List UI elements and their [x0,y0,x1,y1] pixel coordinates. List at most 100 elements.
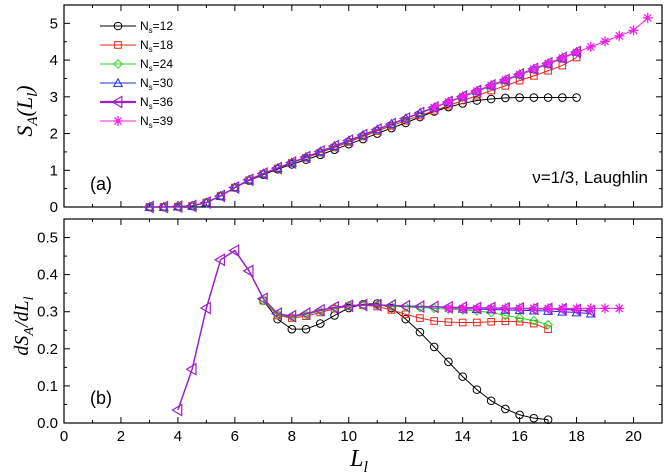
series-line [434,17,649,108]
data-point [228,243,240,258]
data-point [572,93,581,102]
series-ns36 [142,45,582,214]
series-line [149,51,577,208]
plot-frame [63,4,663,208]
y-axis-title-part: l [25,93,41,97]
data-point [171,403,183,417]
legend-label: Ns=30 [140,76,173,92]
data-point [543,58,554,69]
y-tick-label: 0.2 [37,341,58,358]
data-point [242,173,254,187]
data-point [455,301,468,315]
data-point [443,96,454,107]
y-axis-title-part: A [25,116,41,127]
x-tick-label: 10 [340,428,357,445]
data-point [514,313,525,323]
data-point [185,362,197,376]
data-point [356,128,368,142]
x-tick-label: 14 [454,428,471,445]
y-axis-title: dSA/dLl [11,296,37,355]
data-point [528,315,539,326]
series-line [262,300,549,330]
legend-marker [114,41,122,49]
data-point [555,302,567,316]
data-point [501,93,510,103]
data-point [571,303,582,314]
data-point [486,94,496,104]
x-tick-label: 12 [397,428,414,445]
legend-label-part: N [140,76,149,90]
legend-label: Ns=39 [140,114,173,130]
data-point [543,415,553,424]
data-point [156,200,169,214]
x-tick-label: 8 [288,428,296,445]
x-axis-title-part: L [349,446,363,472]
data-point [399,111,411,126]
x-tick-label: 6 [231,428,239,445]
y-tick-label: 1 [50,162,58,179]
legend-marker [112,77,124,87]
data-point [427,300,439,314]
data-point [500,303,511,314]
legend-label-part: =18 [153,38,174,52]
data-point [142,200,154,214]
y-axis-title-part: (L [12,97,37,117]
data-point [313,303,325,317]
data-point [500,74,511,85]
legend-label-part: s [149,64,153,73]
data-point [458,318,467,327]
data-point [299,150,311,164]
data-point [486,396,496,406]
data-point [213,253,226,267]
data-point [285,309,297,323]
x-axis-title-part: l [363,459,368,476]
panel-label: (a) [90,174,112,194]
legend-label-part: s [149,121,153,130]
data-point [171,200,183,214]
data-point [327,300,339,314]
data-point [185,199,197,213]
data-point [256,167,268,181]
data-point [443,303,454,314]
y-tick-label: 2 [50,126,58,143]
y-axis-title: SA(Ll) [12,85,41,136]
y-tick-label: 0.0 [37,415,58,432]
x-tick-label: 20 [625,428,642,445]
y-tick-label: 0.4 [37,267,58,284]
series-ns30 [144,46,582,211]
y-axis-title-part: /dL [11,300,33,328]
series-line [262,300,549,421]
data-point [444,318,453,326]
data-point [457,91,468,102]
data-point [514,303,525,314]
data-point [384,117,396,131]
data-point [313,144,325,159]
legend-label-part: =30 [153,76,174,90]
legend-label-part: s [149,26,153,35]
y-axis-title-part: l [22,296,37,300]
data-point [342,299,354,313]
legend-label-part: N [140,114,149,128]
legend-label-part: N [140,38,149,52]
legend-marker [113,116,123,126]
data-point [370,298,382,312]
data-point [543,93,553,102]
data-point [514,69,525,80]
chart-panel-b: 0 2 4 6 8 10 12 14 16 18 20 0.0 0.1 0.2 0.3 0.4 0.5 (b) dS… [11,218,663,476]
data-point [413,106,425,120]
y-tick-label: 0.1 [37,378,58,395]
data-point [614,303,625,314]
series-line [149,51,577,208]
data-point [228,180,240,195]
data-point [558,93,567,102]
legend-marker [111,95,123,109]
legend-label-part: N [140,19,149,33]
data-point [384,298,396,312]
data-point [515,93,524,102]
data-point [515,410,524,420]
legend-marker [113,21,123,31]
data-point [458,372,467,381]
data-point [299,307,311,321]
legend-label: Ns=36 [140,95,173,111]
